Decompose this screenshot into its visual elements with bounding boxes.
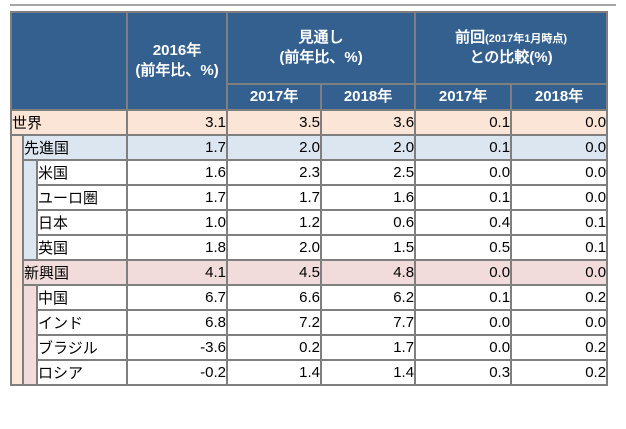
top-divider-rule: [10, 4, 616, 6]
cell-euro-outlook-2018: 1.6: [320, 184, 417, 211]
cell-world-outlook-2018: 3.6: [320, 109, 417, 136]
cell-euro-prev-2017: 0.1: [414, 184, 513, 211]
table-row-world: 世界 3.1 3.5 3.6 0.1 0.0: [9, 109, 609, 136]
row-label-brazil: ブラジル: [35, 334, 129, 361]
subheader-prev-2018: 2018年: [510, 83, 609, 111]
cell-emerging-outlook-2018: 4.8: [320, 259, 417, 286]
cell-brazil-prev-2017: 0.0: [414, 334, 513, 361]
subheader-outlook-2017: 2017年: [226, 83, 323, 111]
cell-japan-prev-2017: 0.4: [414, 209, 513, 236]
table-row-uk: 英国 1.8 2.0 1.5 0.5 0.1: [11, 234, 609, 261]
table-row-euro-area: ユーロ圏 1.7 1.7 1.6 0.1 0.0: [11, 184, 609, 211]
header-previous-main: 前回: [455, 28, 486, 46]
row-label-india: インド: [35, 309, 129, 336]
row-label-advanced: 先進国: [21, 134, 129, 161]
cell-world-prev-2017: 0.1: [414, 109, 513, 136]
cell-india-outlook-2017: 7.2: [226, 309, 323, 336]
cell-uk-2016: 1.8: [126, 234, 229, 261]
row-label-euro-area: ユーロ圏: [35, 184, 129, 211]
cell-china-2016: 6.7: [126, 284, 229, 311]
header-previous-paren: (2017年1月時点): [485, 32, 568, 45]
table-row-emerging: 新興国 4.1 4.5 4.8 0.0 0.0: [11, 259, 609, 286]
row-label-china: 中国: [35, 284, 129, 311]
table-row-russia: ロシア -0.2 1.4 1.4 0.3 0.2: [11, 359, 609, 386]
row-label-us: 米国: [35, 159, 129, 186]
header-2016-line2: (前年比、%): [135, 62, 219, 79]
cell-advanced-outlook-2018: 2.0: [320, 134, 417, 161]
row-label-world: 世界: [9, 109, 129, 136]
header-outlook-line1: 見通し: [298, 28, 344, 46]
indent-gutter-advanced: [22, 159, 38, 261]
row-label-uk: 英国: [35, 234, 129, 261]
cell-russia-prev-2017: 0.3: [414, 359, 513, 386]
cell-advanced-prev-2018: 0.0: [510, 134, 609, 161]
table-row-japan: 日本 1.0 1.2 0.6 0.4 0.1: [11, 209, 609, 236]
header-row-groups: 2016年 (前年比、%) 見通し (前年比、%) 前回(2017年1月時点) …: [9, 11, 609, 111]
header-outlook-line2: (前年比、%): [279, 49, 363, 66]
header-previous-comparison-group: 前回(2017年1月時点) との比較(%): [414, 11, 609, 85]
cell-brazil-prev-2018: 0.2: [510, 334, 609, 361]
header-previous-line2: との比較(%): [469, 49, 553, 66]
cell-india-prev-2018: 0.0: [510, 309, 609, 336]
header-2016-line1: 2016年: [152, 41, 202, 59]
cell-world-prev-2018: 0.0: [510, 109, 609, 136]
cell-russia-outlook-2017: 1.4: [226, 359, 323, 386]
cell-world-outlook-2017: 3.5: [226, 109, 323, 136]
cell-advanced-2016: 1.7: [126, 134, 229, 161]
cell-us-2016: 1.6: [126, 159, 229, 186]
cell-japan-outlook-2018: 0.6: [320, 209, 417, 236]
row-label-russia: ロシア: [35, 359, 129, 386]
cell-brazil-outlook-2018: 1.7: [320, 334, 417, 361]
header-outlook-group: 見通し (前年比、%): [226, 11, 417, 85]
table-row-china: 中国 6.7 6.6 6.2 0.1 0.2: [11, 284, 609, 386]
row-label-japan: 日本: [35, 209, 129, 236]
table-row-india: インド 6.8 7.2 7.7 0.0 0.0: [11, 309, 609, 336]
cell-uk-outlook-2017: 2.0: [226, 234, 323, 261]
cell-emerging-2016: 4.1: [126, 259, 229, 286]
cell-us-prev-2017: 0.0: [414, 159, 513, 186]
cell-india-prev-2017: 0.0: [414, 309, 513, 336]
cell-japan-2016: 1.0: [126, 209, 229, 236]
cell-india-2016: 6.8: [126, 309, 229, 336]
header-2016: 2016年 (前年比、%): [126, 11, 229, 111]
cell-uk-prev-2018: 0.1: [510, 234, 609, 261]
cell-uk-prev-2017: 0.5: [414, 234, 513, 261]
cell-china-prev-2017: 0.1: [414, 284, 513, 311]
cell-russia-outlook-2018: 1.4: [320, 359, 417, 386]
cell-china-outlook-2018: 6.2: [320, 284, 417, 311]
cell-us-outlook-2017: 2.3: [226, 159, 323, 186]
table-row-brazil: ブラジル -3.6 0.2 1.7 0.0 0.2: [11, 334, 609, 361]
cell-uk-outlook-2018: 1.5: [320, 234, 417, 261]
header-row-years: 2017年 2018年 2017年 2018年: [11, 83, 609, 111]
table-row-us: 米国 1.6 2.3 2.5 0.0 0.0: [11, 159, 609, 261]
cell-russia-prev-2018: 0.2: [510, 359, 609, 386]
cell-euro-2016: 1.7: [126, 184, 229, 211]
cell-india-outlook-2018: 7.7: [320, 309, 417, 336]
subheader-prev-2017: 2017年: [414, 83, 513, 111]
header-corner-blank: [9, 11, 129, 111]
growth-forecast-table: 2016年 (前年比、%) 見通し (前年比、%) 前回(2017年1月時点) …: [9, 11, 609, 386]
subheader-outlook-2018: 2018年: [320, 83, 417, 111]
cell-japan-outlook-2017: 1.2: [226, 209, 323, 236]
cell-japan-prev-2018: 0.1: [510, 209, 609, 236]
cell-emerging-prev-2018: 0.0: [510, 259, 609, 286]
cell-emerging-outlook-2017: 4.5: [226, 259, 323, 286]
cell-us-prev-2018: 0.0: [510, 159, 609, 186]
cell-euro-outlook-2017: 1.7: [226, 184, 323, 211]
cell-advanced-outlook-2017: 2.0: [226, 134, 323, 161]
indent-gutter-emerging: [22, 284, 38, 386]
cell-us-outlook-2018: 2.5: [320, 159, 417, 186]
cell-russia-2016: -0.2: [126, 359, 229, 386]
indent-gutter-world: [10, 134, 24, 386]
cell-world-2016: 3.1: [126, 109, 229, 136]
table-row-advanced: 先進国 1.7 2.0 2.0 0.1 0.0: [10, 134, 609, 386]
cell-emerging-prev-2017: 0.0: [414, 259, 513, 286]
cell-advanced-prev-2017: 0.1: [414, 134, 513, 161]
cell-china-outlook-2017: 6.6: [226, 284, 323, 311]
cell-brazil-outlook-2017: 0.2: [226, 334, 323, 361]
cell-brazil-2016: -3.6: [126, 334, 229, 361]
cell-euro-prev-2018: 0.0: [510, 184, 609, 211]
row-label-emerging: 新興国: [21, 259, 129, 286]
cell-china-prev-2018: 0.2: [510, 284, 609, 311]
